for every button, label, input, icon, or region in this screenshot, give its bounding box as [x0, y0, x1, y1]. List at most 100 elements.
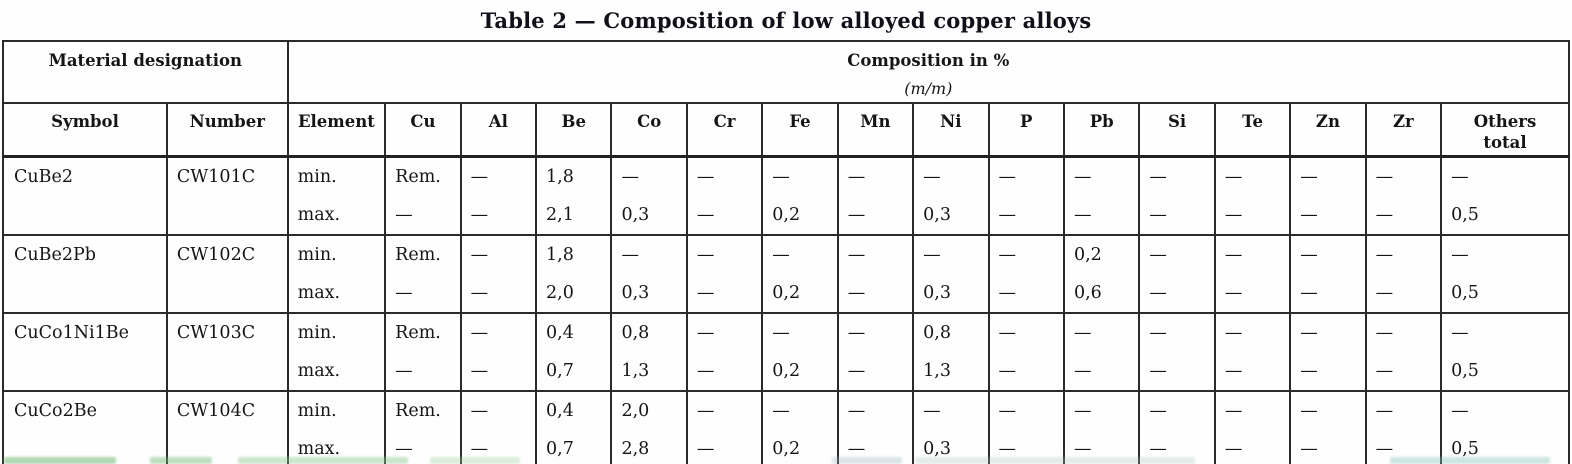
min-value: — [470, 401, 489, 421]
min-value: — [1149, 401, 1167, 421]
material-designation-header: Material designation [2, 40, 289, 104]
min-value: — [998, 323, 1017, 343]
symbol-cell: CuCo1Ni1Be [2, 312, 168, 392]
max-value: — [1149, 205, 1167, 225]
value-cell-p: — — [987, 312, 1065, 392]
value-cell-zn: — — [1289, 155, 1367, 236]
value-cell-te: — — [1213, 155, 1292, 236]
value-cell-cr: — — [685, 390, 764, 464]
min-value: — [470, 323, 489, 343]
min-value: Rem. [395, 167, 441, 187]
column-header-number: Number [165, 102, 289, 158]
max-value: 2,8 [621, 439, 650, 459]
max-value: — [1149, 439, 1167, 459]
min-value: 1,8 [546, 245, 574, 265]
max-value: — [998, 361, 1017, 381]
value-cell-others-total: — 0,5 [1440, 390, 1570, 464]
value-cell-si: — — [1138, 155, 1216, 236]
value-cell-zr: — — [1364, 312, 1443, 392]
min-value: — [1375, 323, 1394, 343]
max-value: — [1224, 283, 1243, 303]
max-label: max. [297, 439, 341, 459]
alloy-symbol: CuCo2Be [14, 401, 97, 421]
value-cell-p: — — [987, 390, 1065, 464]
value-cell-ni: — 0,3 [912, 155, 990, 236]
value-cell-zr: — — [1364, 390, 1443, 464]
value-cell-mn: — — [836, 312, 915, 392]
max-value: 0,2 [772, 439, 801, 459]
min-value: 1,8 [546, 167, 574, 187]
value-cell-al: — — [459, 312, 538, 392]
max-value: 2,0 [546, 283, 574, 303]
max-value: 0,3 [923, 283, 951, 303]
max-value: — [847, 283, 866, 303]
max-value: — [1224, 361, 1243, 381]
column-header-p: P [987, 102, 1065, 158]
min-value: Rem. [395, 245, 441, 265]
max-value: — [395, 205, 413, 225]
min-value: — [1149, 245, 1167, 265]
max-value: 0,2 [772, 361, 801, 381]
max-value: — [1300, 439, 1318, 459]
value-cell-si: — — [1138, 312, 1216, 392]
value-cell-fe: — 0,2 [761, 234, 839, 314]
value-cell-zn: — — [1289, 390, 1367, 464]
symbol-cell: CuCo2Be [2, 390, 168, 464]
max-value: 0,3 [621, 283, 650, 303]
max-value: — [395, 361, 413, 381]
column-header-te: Te [1213, 102, 1292, 158]
column-header-others-total: Others total [1440, 102, 1570, 158]
min-value: — [998, 401, 1017, 421]
alloy-row-cube2: CuBe2 CW101C min. max. Rem. — — —1,8 2,1—0,3— — —0… [2, 155, 1570, 236]
number-cell: CW103C [165, 312, 289, 392]
value-cell-co: — 0,3 [610, 234, 688, 314]
min-label: min. [297, 167, 337, 187]
max-value: — [998, 439, 1017, 459]
value-cell-fe: — 0,2 [761, 390, 839, 464]
column-header-cr: Cr [685, 102, 764, 158]
value-cell-al: — — [459, 155, 538, 236]
alloy-row-cuco1ni1be: CuCo1Ni1Be CW103C min. max. Rem. — — —0,4 0,7 0,8… [2, 312, 1570, 392]
value-cell-cu: Rem. — [384, 390, 462, 464]
value-cell-be: 1,8 2,0 [535, 234, 613, 314]
min-value: — [772, 401, 790, 421]
min-value: — [1300, 323, 1318, 343]
value-cell-p: — — [987, 234, 1065, 314]
max-value: — [847, 361, 866, 381]
min-value: — [1224, 167, 1243, 187]
min-value: — [847, 323, 866, 343]
min-value: — [470, 245, 489, 265]
max-value: — [1224, 439, 1243, 459]
alloy-symbol: CuBe2 [14, 167, 74, 187]
value-cell-others-total: — 0,5 [1440, 312, 1570, 392]
value-cell-cu: Rem. — [384, 312, 462, 392]
value-cell-others-total: — 0,5 [1440, 155, 1570, 236]
max-value: — [847, 205, 866, 225]
composition-label: Composition in % [847, 51, 1010, 70]
column-header-fe: Fe [761, 102, 839, 158]
alloy-number: CW104C [176, 401, 256, 421]
value-cell-pb: — — [1062, 312, 1141, 392]
value-cell-p: — — [987, 155, 1065, 236]
max-value: 0,3 [923, 439, 951, 459]
min-label: min. [297, 323, 337, 343]
table-body: CuBe2 CW101C min. max. Rem. — — —1,8 2,1—0,3— — —0… [2, 155, 1570, 464]
symbol-cell: CuBe2Pb [2, 234, 168, 314]
value-cell-pb: 0,2 0,6 [1062, 234, 1141, 314]
column-header-si: Si [1138, 102, 1216, 158]
max-value: — [470, 283, 489, 303]
alloy-number: CW103C [176, 323, 256, 343]
min-value: — [470, 167, 489, 187]
group-header-row: Material designation Composition in % (m… [2, 40, 1571, 104]
min-value: 0,8 [923, 323, 951, 343]
value-cell-cr: — — [685, 234, 764, 314]
min-value: — [621, 167, 639, 187]
value-cell-fe: — 0,2 [761, 155, 839, 236]
min-value: — [998, 167, 1017, 187]
max-value: — [1073, 361, 1092, 381]
element-cell: min. max. [286, 234, 387, 314]
alloy-symbol: CuBe2Pb [14, 245, 96, 265]
value-cell-zr: — — [1364, 155, 1443, 236]
symbol-cell: CuBe2 [2, 155, 168, 236]
